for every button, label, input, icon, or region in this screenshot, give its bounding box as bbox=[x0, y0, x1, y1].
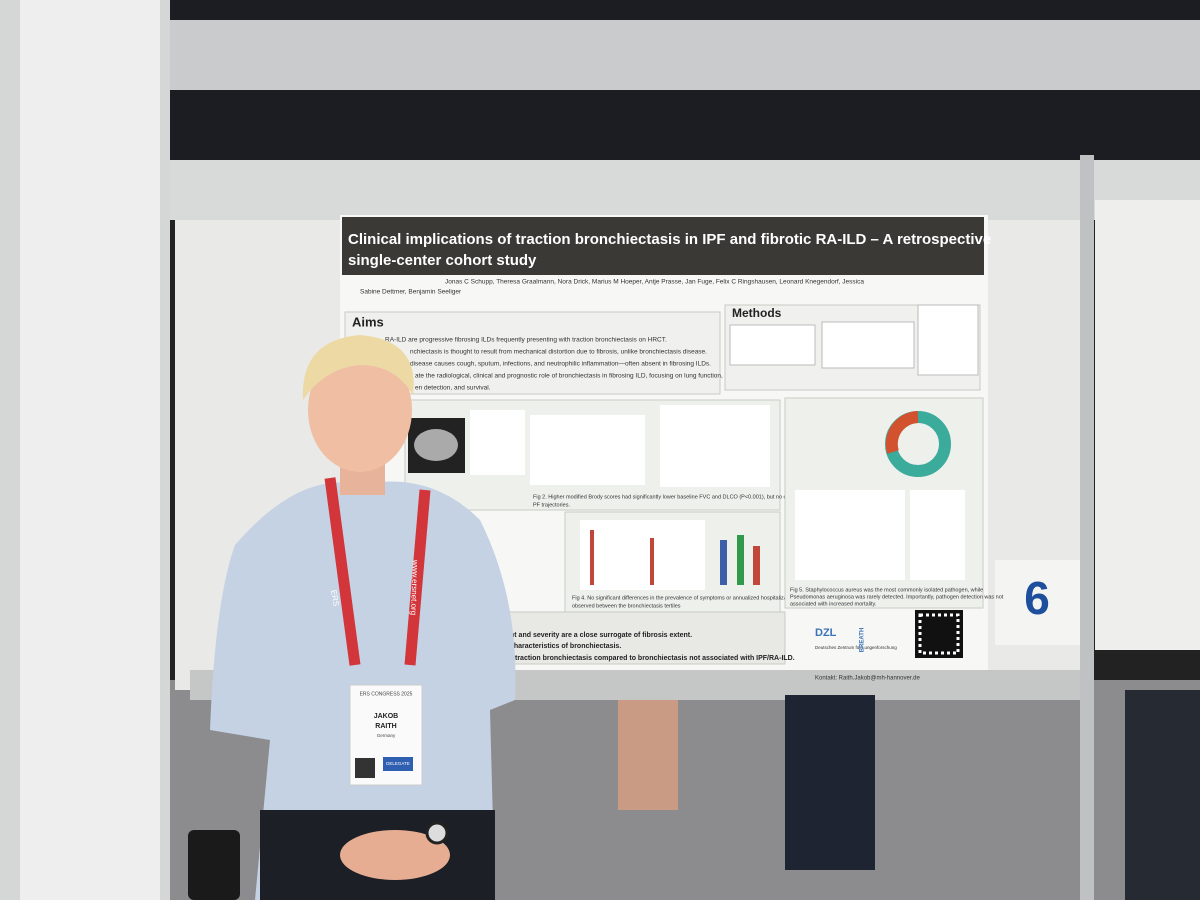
lanyard-text: www.ersnet.org bbox=[409, 559, 420, 615]
qr-code bbox=[918, 613, 960, 655]
logo-dzl-name: Deutsches Zentrum für Lungenforschung bbox=[815, 645, 897, 650]
bar-figure bbox=[580, 520, 705, 590]
bar bbox=[590, 530, 594, 585]
caption: observed between the bronchiectasis tert… bbox=[572, 603, 681, 609]
watch bbox=[425, 821, 449, 845]
qr-code bbox=[915, 610, 963, 658]
aims-bullet: RA-ILD are progressive fibrosing ILDs fr… bbox=[385, 337, 667, 344]
authors: Jonas C Schupp, Theresa Graalmann, Nora … bbox=[445, 279, 864, 286]
aims-heading: Aims bbox=[352, 314, 384, 329]
conclusion: characteristics of bronchiectasis. bbox=[510, 643, 621, 650]
ct-image bbox=[414, 429, 458, 461]
caption: associated with increased mortality. bbox=[790, 601, 877, 607]
bar bbox=[737, 535, 744, 585]
wall-beam bbox=[170, 160, 1200, 220]
logo-breath: BREATH bbox=[860, 628, 866, 653]
caption: PF trajectories. bbox=[533, 502, 570, 508]
badge-country: Germany bbox=[377, 733, 396, 738]
aims-bullet: nchiectasis is thought to result from me… bbox=[410, 349, 707, 356]
top-beam bbox=[160, 20, 1200, 90]
badge-role: DELEGATE bbox=[386, 761, 410, 766]
conclusion: nt and severity are a close surrogate of… bbox=[510, 632, 692, 639]
lanyard-logo: ERS bbox=[329, 589, 341, 607]
badge-first-name: JAKOB bbox=[374, 713, 399, 720]
caption: Fig 2. Higher modified Brody scores had … bbox=[533, 494, 816, 500]
figure bbox=[530, 415, 645, 485]
badge-qr bbox=[355, 758, 375, 778]
person bbox=[1125, 690, 1200, 900]
badge-last-name: RAITH bbox=[375, 723, 396, 730]
figure bbox=[470, 410, 525, 475]
floor bbox=[0, 680, 1200, 900]
donut-segment bbox=[885, 411, 919, 454]
methods-heading: Methods bbox=[732, 306, 782, 320]
figure bbox=[660, 405, 770, 487]
authors: Sabine Dettmer, Benjamin Seeliger bbox=[360, 289, 462, 296]
caption: Fig 4. No significant differences in the… bbox=[572, 595, 820, 601]
conclusion: traction bronchiectasis compared to bron… bbox=[515, 655, 795, 662]
survival-figure bbox=[795, 490, 905, 580]
contact: Kontakt: Raith.Jakob@mh-hannover.de bbox=[815, 676, 920, 682]
logo-dzl: DZL bbox=[815, 627, 837, 639]
badge-event: ERS CONGRESS 2025 bbox=[360, 691, 413, 697]
caption: Pseudomonas aeruginosa was rarely detect… bbox=[790, 594, 1004, 600]
face bbox=[308, 348, 412, 472]
person-legs bbox=[618, 700, 678, 810]
methods-diagram bbox=[729, 324, 816, 366]
poster-title-bar bbox=[342, 217, 984, 275]
poster-title: single-center cohort study bbox=[348, 252, 537, 269]
bar bbox=[753, 546, 760, 585]
aims-bullet: en detection, and survival. bbox=[415, 385, 491, 392]
methods-diagram bbox=[821, 321, 915, 369]
lanyard bbox=[324, 477, 431, 666]
bar bbox=[720, 540, 727, 585]
aims-bullet: ate the radiological, clinical and progn… bbox=[415, 373, 723, 380]
bottle bbox=[188, 830, 240, 900]
hair bbox=[302, 335, 414, 400]
hands bbox=[340, 830, 450, 880]
poster-title: Clinical implications of traction bronch… bbox=[348, 231, 991, 248]
post bbox=[1080, 155, 1094, 900]
board-number-plate bbox=[995, 560, 1080, 645]
bar bbox=[650, 538, 654, 585]
side-panel bbox=[1095, 200, 1200, 650]
badge-role-bar bbox=[383, 757, 413, 771]
box-figure bbox=[910, 490, 965, 580]
person-legs bbox=[785, 695, 875, 870]
methods-diagram bbox=[917, 304, 979, 376]
left-panel-face bbox=[20, 0, 160, 900]
conclusions-box bbox=[499, 611, 786, 665]
caption: Fig 5. Staphylococcus aureus was the mos… bbox=[790, 587, 983, 593]
aims-bullet: disease causes cough, sputum, infections… bbox=[410, 361, 711, 368]
board-number: 6 bbox=[1024, 572, 1050, 624]
